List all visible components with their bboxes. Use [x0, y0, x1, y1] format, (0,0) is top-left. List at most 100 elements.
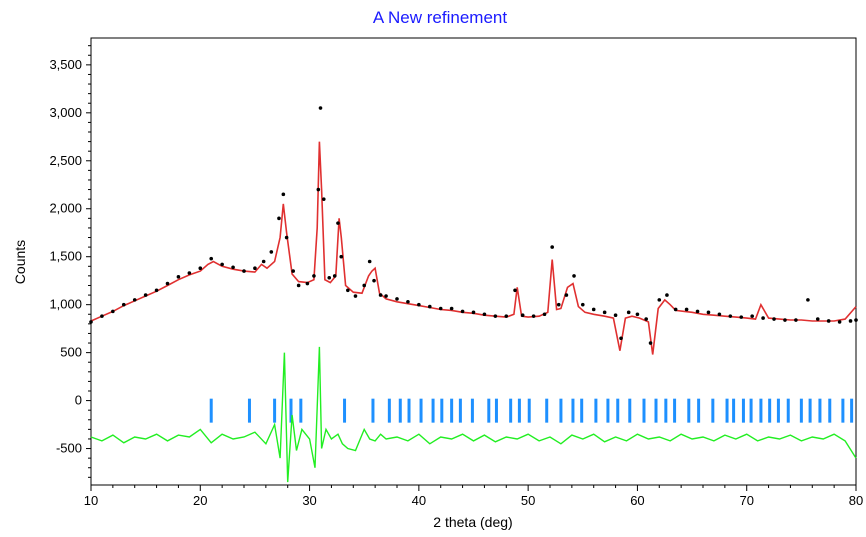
y-axis-label: Counts [12, 240, 28, 284]
x-tick-label: 20 [193, 493, 207, 508]
axis-ticks: 10 20 30 40 50 60 70 80 -500 0 500 1,000 1,500 2,000 2… [49, 45, 863, 508]
observed-point [556, 302, 561, 307]
observed-point [321, 197, 326, 201]
observed-point [482, 312, 487, 317]
observed-point [619, 336, 623, 341]
observed-point [635, 312, 640, 317]
observed-point [580, 302, 585, 307]
observed-point [717, 312, 722, 317]
observed-point [794, 318, 798, 322]
observed-point [395, 297, 399, 301]
observed-point [449, 306, 454, 311]
observed-point [739, 315, 744, 319]
observed-point [513, 288, 517, 293]
observed-point [353, 294, 358, 298]
observed-point [312, 274, 316, 278]
observed-point [100, 314, 104, 318]
observed-point [165, 281, 170, 286]
observed-point [542, 312, 547, 317]
y-tick-label: 1,500 [49, 249, 82, 264]
observed-point [291, 269, 295, 273]
observed-point [209, 256, 214, 261]
observed-point [327, 276, 332, 280]
x-tick-label: 50 [521, 493, 535, 508]
observed-point [277, 216, 281, 221]
observed-point [657, 298, 662, 302]
observed-point [220, 262, 224, 267]
observed-point [591, 307, 596, 312]
y-tick-label: 0 [75, 393, 82, 408]
calculated-line [90, 141, 857, 355]
observed-point [339, 254, 344, 259]
observed-point [550, 245, 554, 249]
observed-point [684, 307, 689, 312]
observed-point [695, 309, 700, 314]
y-tick-label: -500 [56, 441, 82, 456]
observed-point [132, 298, 137, 302]
observed-point [644, 317, 648, 321]
observed-point [198, 266, 203, 271]
observed-point [154, 288, 159, 293]
y-tick-label: 500 [60, 345, 82, 360]
difference-curve [90, 346, 857, 483]
observed-point [750, 314, 754, 318]
y-tick-label: 2,500 [49, 153, 82, 168]
observed-point [626, 310, 631, 315]
observed-point [854, 318, 858, 322]
observed-point [384, 294, 388, 298]
observed-point [316, 187, 321, 192]
observed-point [520, 313, 525, 318]
observed-point [417, 302, 421, 307]
observed-point [318, 106, 323, 110]
y-tick-label: 3,500 [49, 57, 82, 72]
y-tick-label: 1,000 [49, 297, 82, 312]
observed-point [242, 269, 246, 273]
observed-point [493, 314, 498, 318]
observed-point [504, 314, 509, 318]
observed-point [111, 309, 115, 314]
observed-point [837, 320, 842, 324]
observed-point [848, 319, 853, 323]
observed-point [613, 313, 618, 318]
observed-point [176, 275, 181, 279]
observed-point [564, 293, 569, 297]
observed-point [602, 310, 607, 315]
observed-point [253, 266, 257, 271]
x-tick-label: 10 [84, 493, 98, 508]
observed-point [305, 281, 310, 286]
observed-point [648, 341, 653, 345]
observed-point [362, 283, 367, 288]
observed-point [367, 259, 372, 264]
observed-point [284, 235, 289, 240]
x-tick-label: 30 [302, 493, 316, 508]
y-tick-label: 3,000 [49, 105, 82, 120]
observed-point [806, 298, 810, 302]
observed-point [772, 317, 776, 321]
observed-point [336, 221, 340, 225]
observed-point [89, 320, 93, 324]
observed-point [372, 278, 376, 283]
y-tick-label: 2,000 [49, 201, 82, 216]
difference-line [90, 346, 857, 483]
observed-point [815, 317, 820, 321]
reflection-marks [209, 398, 854, 423]
observed-point [572, 274, 576, 278]
observed-point [471, 310, 476, 315]
plot-frame [90, 37, 857, 486]
x-tick-label: 80 [849, 493, 863, 508]
observed-point [187, 271, 192, 275]
observed-point [269, 250, 274, 254]
observed-point [121, 302, 126, 307]
observed-point [783, 318, 787, 322]
observed-point [673, 307, 678, 312]
observed-point [531, 314, 536, 318]
observed-point [143, 293, 148, 297]
observed-point [438, 306, 443, 311]
observed-point [826, 319, 831, 323]
observed-points [89, 106, 858, 345]
chart-title: A New refinement [373, 8, 507, 27]
observed-point [460, 309, 465, 314]
observed-point [706, 310, 711, 315]
observed-point [281, 192, 286, 197]
observed-point [261, 259, 266, 264]
